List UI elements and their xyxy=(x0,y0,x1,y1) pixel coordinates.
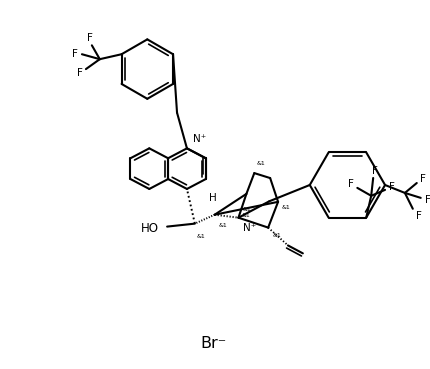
Text: F: F xyxy=(425,195,430,205)
Text: &1: &1 xyxy=(197,234,206,238)
Text: F: F xyxy=(77,68,83,78)
Text: F: F xyxy=(87,33,93,44)
Text: N⁺: N⁺ xyxy=(243,223,257,232)
Text: HO: HO xyxy=(141,222,159,235)
Text: F: F xyxy=(348,179,354,189)
Text: &1: &1 xyxy=(242,213,251,218)
Text: F: F xyxy=(420,174,426,184)
Text: &1: &1 xyxy=(272,232,281,238)
Text: &1: &1 xyxy=(218,223,227,228)
Text: F: F xyxy=(416,211,422,221)
Text: &1: &1 xyxy=(282,205,291,210)
Text: Br⁻: Br⁻ xyxy=(200,336,227,351)
Text: &1: &1 xyxy=(243,207,251,212)
Text: F: F xyxy=(389,182,395,192)
Text: F: F xyxy=(72,49,78,59)
Text: &1: &1 xyxy=(256,161,265,166)
Text: F: F xyxy=(372,166,378,176)
Text: N⁺: N⁺ xyxy=(193,134,206,144)
Text: H: H xyxy=(209,193,217,203)
